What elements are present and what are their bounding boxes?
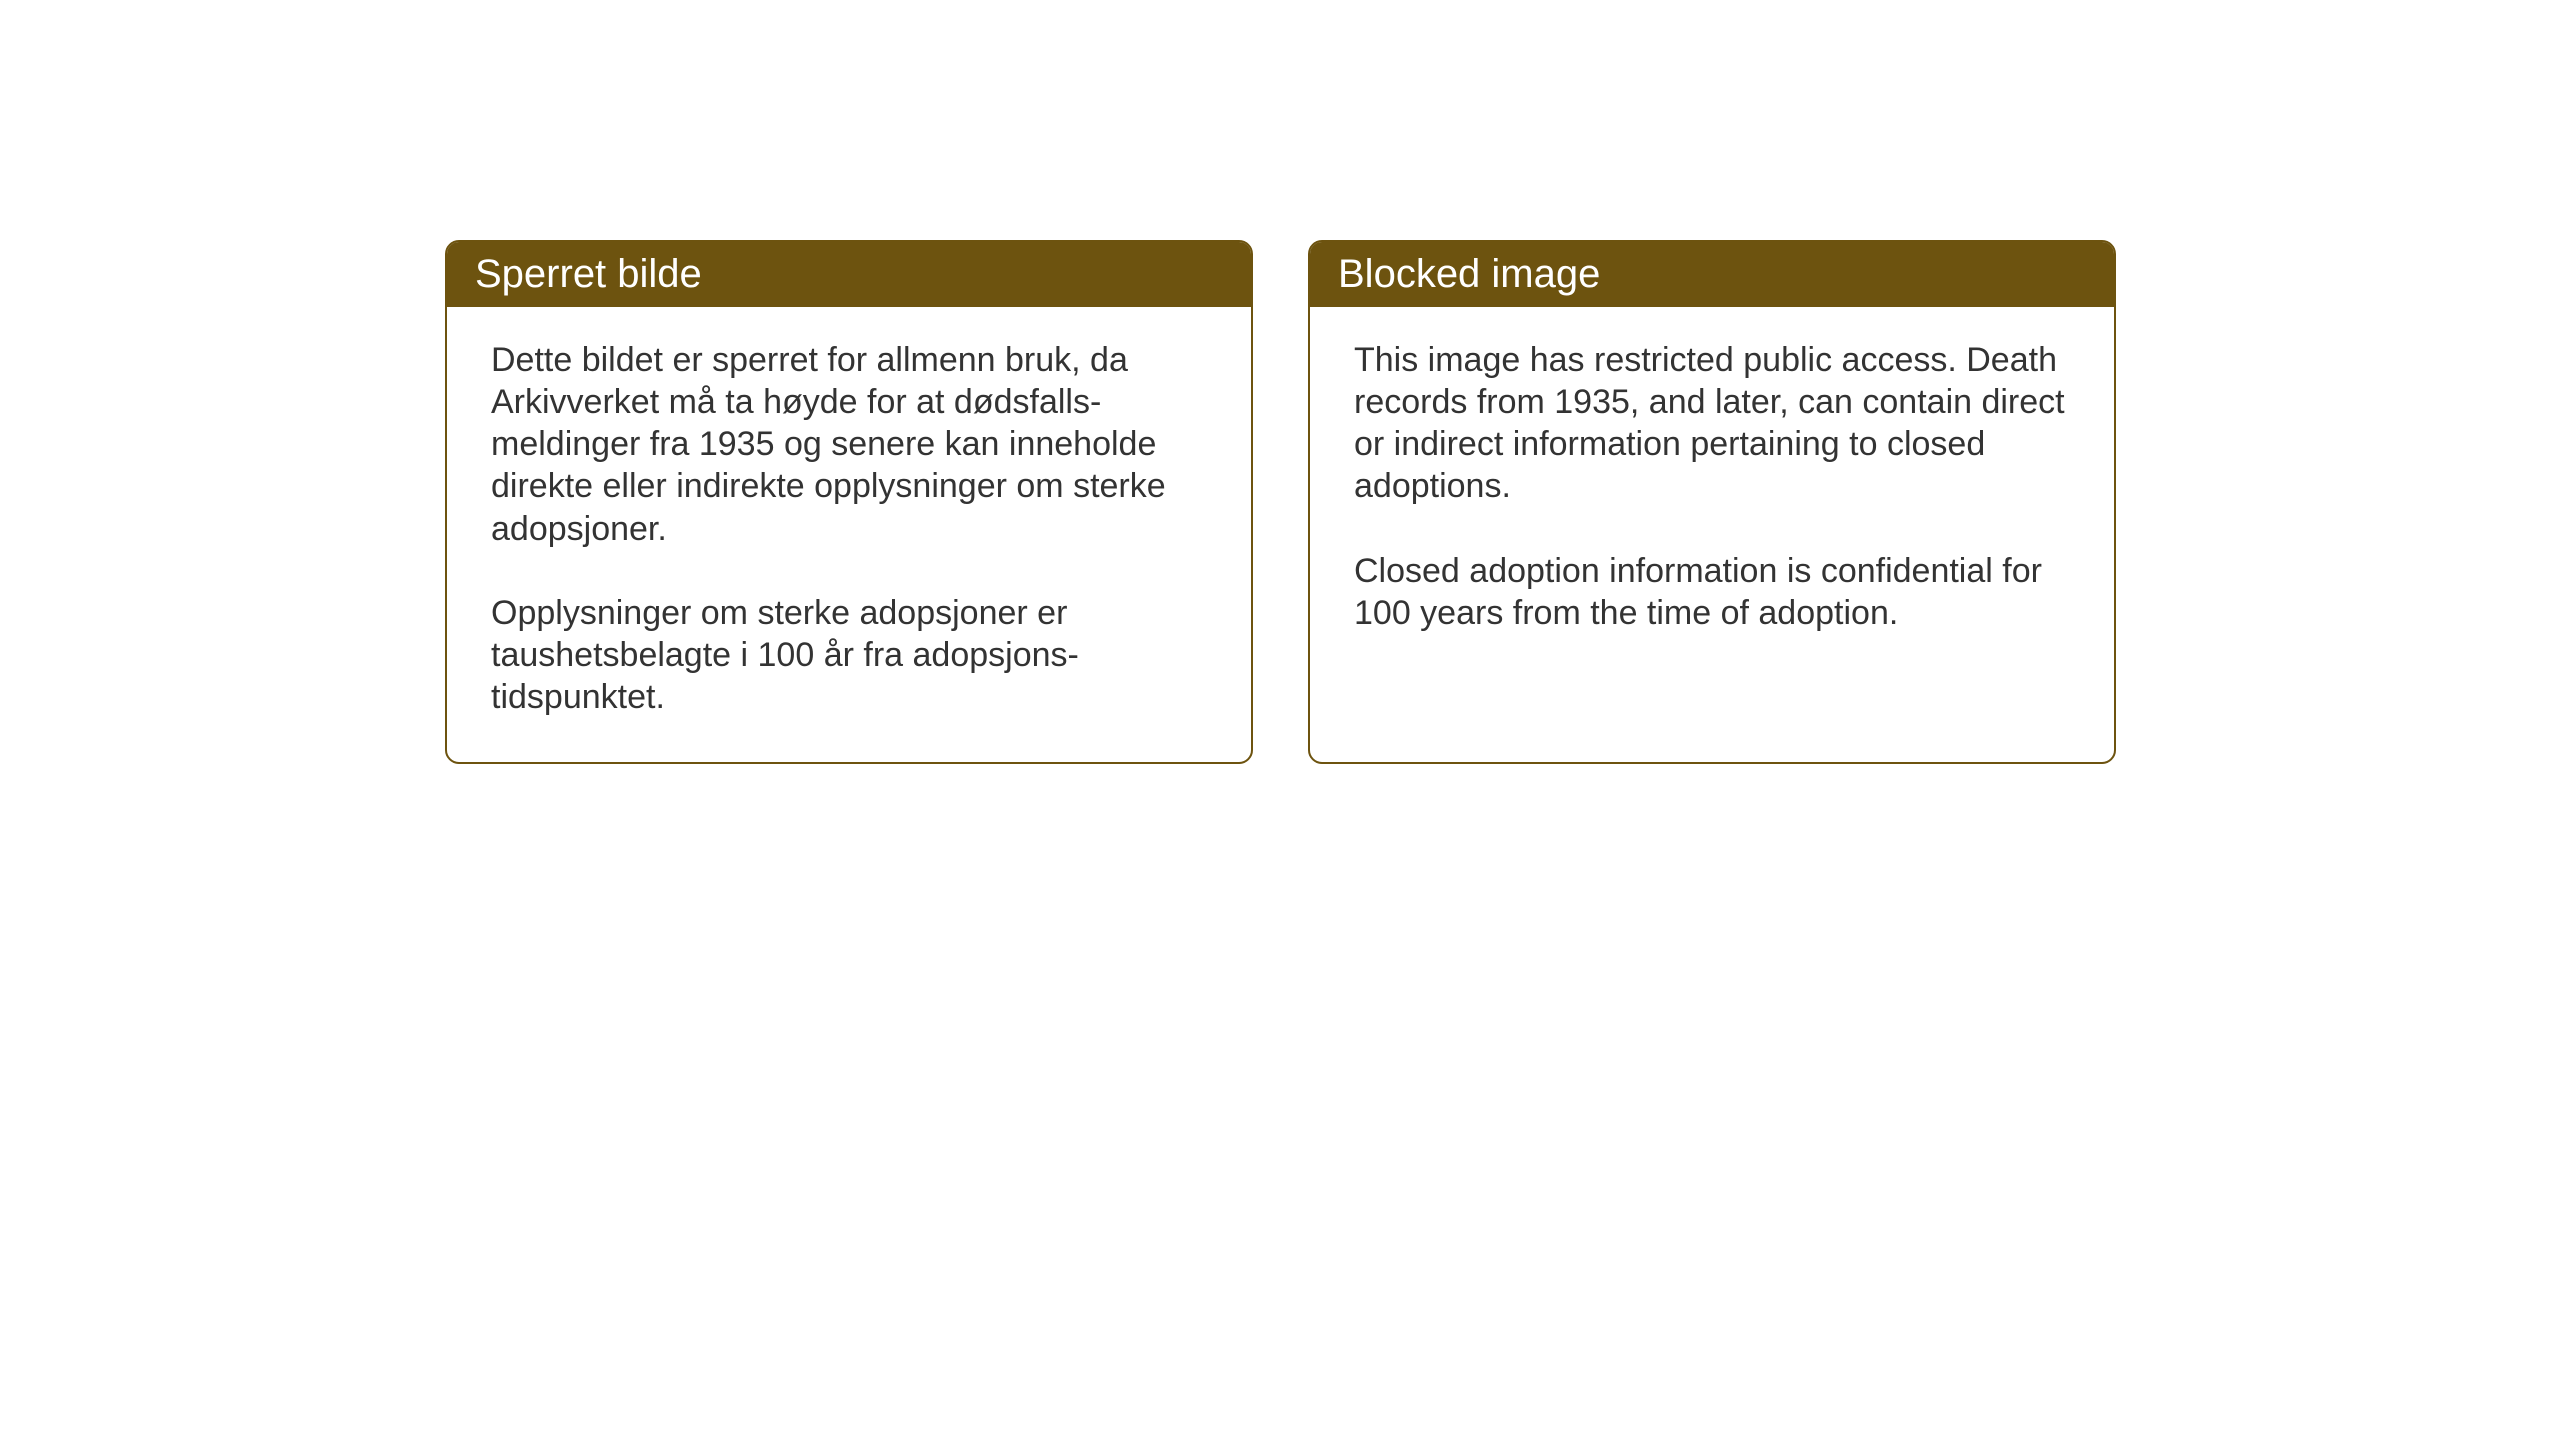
norwegian-paragraph-2: Opplysninger om sterke adopsjoner er tau… [491,592,1207,718]
english-notice-card: Blocked image This image has restricted … [1308,240,2116,764]
english-card-title: Blocked image [1310,242,2114,307]
norwegian-notice-card: Sperret bilde Dette bildet er sperret fo… [445,240,1253,764]
norwegian-paragraph-1: Dette bildet er sperret for allmenn bruk… [491,339,1207,550]
english-card-body: This image has restricted public access.… [1310,307,2114,678]
english-paragraph-2: Closed adoption information is confident… [1354,550,2070,634]
english-paragraph-1: This image has restricted public access.… [1354,339,2070,508]
norwegian-card-body: Dette bildet er sperret for allmenn bruk… [447,307,1251,762]
norwegian-card-title: Sperret bilde [447,242,1251,307]
notice-cards-container: Sperret bilde Dette bildet er sperret fo… [445,240,2560,764]
